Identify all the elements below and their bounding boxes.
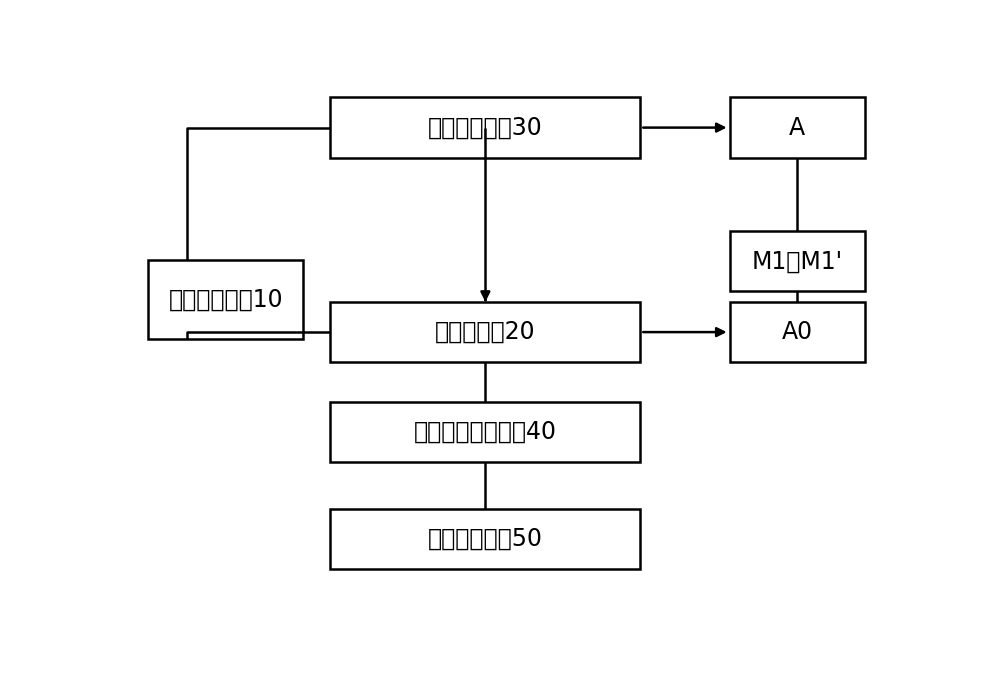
Bar	[148, 260, 303, 338]
Text: 信号发生电路10: 信号发生电路10	[168, 287, 283, 311]
Bar	[330, 97, 640, 158]
Text: M1，M1': M1，M1'	[752, 249, 843, 273]
Bar	[330, 402, 640, 462]
Bar	[330, 509, 640, 569]
Text: 主动屏蔽电路30: 主动屏蔽电路30	[428, 116, 543, 140]
Bar	[330, 302, 640, 362]
Text: A0: A0	[782, 320, 813, 344]
Bar	[730, 231, 865, 291]
Text: 数字处理电路50: 数字处理电路50	[428, 527, 543, 551]
Text: A: A	[789, 116, 805, 140]
Text: 电压电流采集电路40: 电压电流采集电路40	[414, 419, 557, 444]
Bar	[730, 97, 865, 158]
Bar	[730, 302, 865, 362]
Text: 主探测电路20: 主探测电路20	[435, 320, 536, 344]
